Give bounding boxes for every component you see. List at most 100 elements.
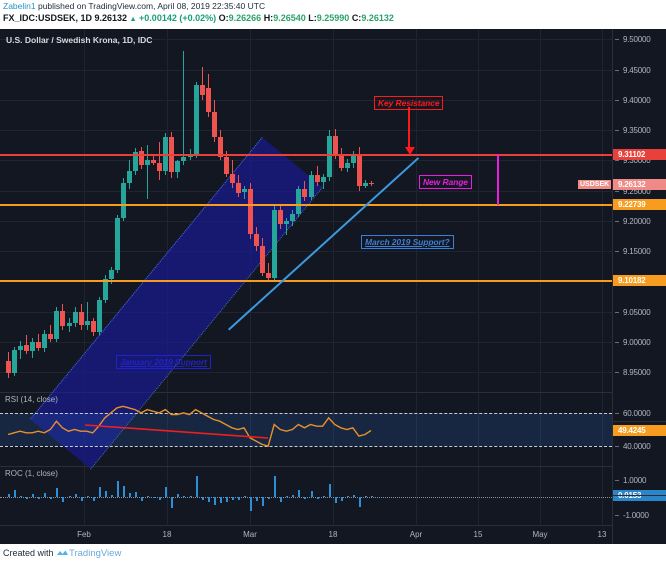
gridline-vertical [602,29,603,525]
roc-bar [358,497,361,507]
last-price-badge[interactable]: 9.26132 [613,178,666,190]
open-value: 9.26266 [228,13,262,23]
roc-bar [86,495,89,498]
roc-bar [207,497,210,503]
roc-bar [38,497,41,499]
price-axis[interactable]: 9.50000 9.45000 9.40000 9.35000 9.30000 9.250… [612,29,666,544]
candle-body [12,350,18,373]
time-tick-label: 18 [328,530,338,539]
candle-body [72,312,78,323]
gridline-horizontal [0,100,612,101]
candle-body [217,137,223,157]
roc-bar [268,497,271,499]
roc-bar [177,493,180,498]
resistance-price-badge[interactable]: 9.31102 [613,148,666,160]
candle-wick [26,334,28,355]
price-tick-label: 9.50000 [623,35,651,45]
pane-separator [612,421,666,422]
annotation-march-support[interactable]: March 2019 Support? [361,235,454,249]
candle-wick [201,66,203,100]
roc-bar [195,475,198,498]
support-lower-badge[interactable]: 9.10182 [613,275,666,287]
candle-body [344,162,350,168]
rsi-value-badge[interactable]: 49.4245 [613,425,666,437]
axis-tick [615,372,619,373]
time-tick-label: May [532,530,548,539]
created-with-text: Created with TradingView [3,548,121,560]
rsi-tick-label: 60.0000 [623,408,651,418]
support-upper-badge[interactable]: 9.22739 [613,199,666,211]
candle-body [308,174,314,197]
candle-body [145,160,151,166]
new-range-vertical-line[interactable] [497,154,499,205]
roc-bar [171,497,174,508]
author-name[interactable]: Zabelin1 [3,1,36,11]
roc-bar [280,497,283,502]
annotation-january-support[interactable]: January 2019 Support [116,355,211,369]
roc-tick-label: -1.0000 [623,510,649,520]
candle-body [78,312,84,325]
candle-body [96,300,102,333]
candle-body [30,342,36,352]
candle-body [60,310,66,327]
axis-tick [615,160,619,161]
candle-body [48,333,54,340]
candle-body [350,154,356,163]
candle-wick [286,217,288,236]
tradingview-brand[interactable]: TradingView [69,548,122,559]
close-key: C: [351,13,362,23]
price-tick-label: 9.00000 [623,337,651,347]
axis-tick [615,446,619,447]
roc-bar [371,496,373,498]
price-pane[interactable]: Key Resistance New Range March 2019 Suppor… [0,29,612,544]
roc-bar [340,497,343,502]
candle-body [229,173,235,184]
annotation-new-range[interactable]: New Range [419,175,472,189]
key-resistance-line[interactable] [0,154,612,156]
roc-bar [213,497,216,505]
candle-body [241,189,247,192]
rsi-upper-band-line [0,413,612,414]
gridline-horizontal [0,70,612,71]
change-up-triangle-icon: ▲ [129,16,137,23]
candle-body [369,183,374,185]
annotation-key-resistance[interactable]: Key Resistance [374,96,444,110]
roc-bar [165,486,168,498]
axis-tick [615,39,619,40]
candle-body [223,156,229,174]
roc-bar [104,490,107,498]
candle-body [278,209,284,225]
chart-canvas[interactable]: Key Resistance New Range March 2019 Suppor… [0,29,666,544]
axis-tick [615,413,619,414]
candle-body [6,361,11,373]
publish-text: published on TradingView.com, April 08, … [35,1,266,11]
candle-body [248,189,253,235]
roc-tick-label: 1.0000 [623,475,647,485]
roc-bar [98,486,101,498]
candle-body [199,85,205,95]
candle-body [24,344,30,352]
gridline-horizontal [0,221,612,222]
publish-line: Zabelin1 published on TradingView.com, A… [3,1,265,11]
support-lower-line[interactable] [0,280,612,282]
price-tick-label: 9.05000 [623,307,651,317]
candle-body [332,136,338,155]
candle-body [326,136,332,178]
candle-body [193,85,199,155]
roc-bar [26,497,29,499]
axis-tick [615,191,619,192]
candle-wick [371,180,372,186]
candle-wick [268,263,270,282]
symbol-label[interactable]: FX_IDC:USDSEK, 1D [3,13,93,23]
support-upper-line[interactable] [0,204,612,206]
candle-body [296,189,302,214]
roc-bar [110,494,113,498]
created-with-label: Created with [3,548,57,558]
high-value: 9.26540 [273,13,306,23]
roc-bar [286,496,289,498]
candle-body [18,346,24,351]
rsi-lower-band-line [0,446,612,447]
candle-body [181,156,187,162]
gridline-horizontal [0,342,612,343]
